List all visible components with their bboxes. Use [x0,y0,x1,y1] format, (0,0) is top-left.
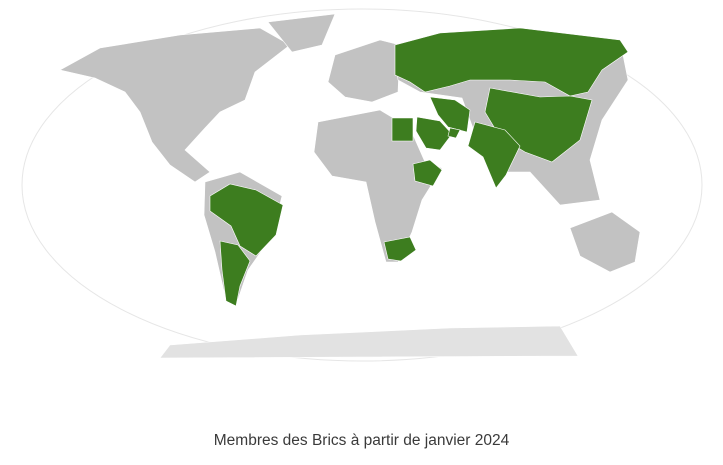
map-caption: Membres des Brics à partir de janvier 20… [213,432,510,449]
country-ethiopia[interactable] [412,159,443,187]
country-russia[interactable] [394,27,629,97]
europe [327,39,401,103]
world-map [21,8,703,362]
non-member-land [59,13,641,359]
country-argentina[interactable] [219,240,251,307]
country-south-africa[interactable] [383,236,417,262]
greenland [267,13,336,53]
north-america [59,27,291,183]
country-iran[interactable] [429,96,471,133]
country-uae[interactable] [447,127,461,139]
antarctica [159,325,579,359]
brics-members [209,27,629,307]
australia [569,211,641,273]
country-saudi-arabia[interactable] [415,116,453,151]
country-india[interactable] [467,121,521,189]
country-egypt[interactable] [391,117,414,142]
country-brazil[interactable] [209,183,284,257]
